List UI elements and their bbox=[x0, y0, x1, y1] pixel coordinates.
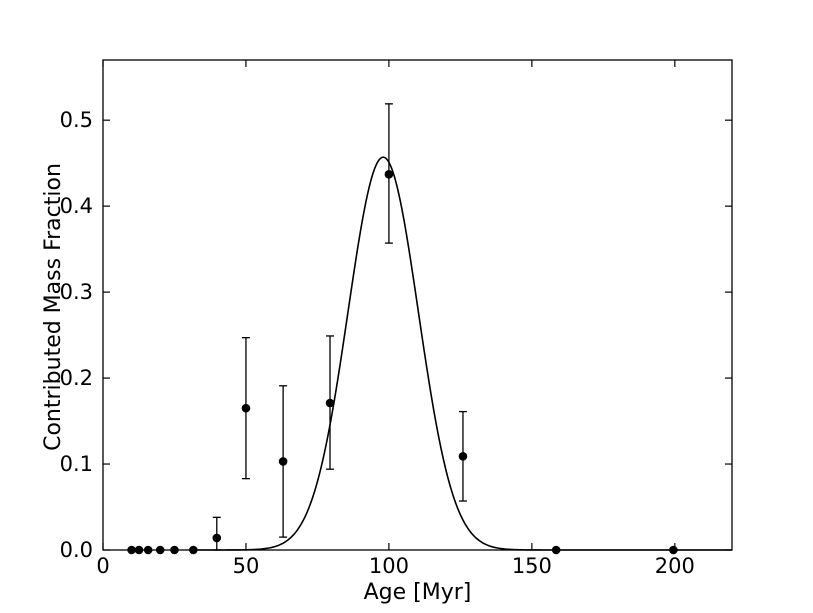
data-point bbox=[325, 398, 335, 408]
y-tick-label: 0.1 bbox=[60, 452, 93, 476]
y-tick-label: 0.3 bbox=[60, 280, 93, 304]
data-point bbox=[458, 451, 468, 461]
data-point bbox=[278, 457, 288, 466]
x-tick-label: 200 bbox=[655, 554, 695, 578]
y-tick-label: 0.4 bbox=[60, 194, 93, 218]
ticks-layer: 0 50 100 150 200 0.0 0.1 0.2 0.3 0.4 0.5 bbox=[60, 60, 732, 578]
plot-frame bbox=[102, 59, 733, 551]
y-axis-label: Contributed Mass Fraction bbox=[41, 163, 66, 451]
x-tick-label: 50 bbox=[233, 554, 260, 578]
y-tick-label: 0.0 bbox=[60, 538, 93, 562]
x-tick-label: 0 bbox=[96, 554, 109, 578]
data-point bbox=[384, 170, 394, 179]
x-axis-label: Age [Myr] bbox=[364, 580, 472, 605]
y-tick-label: 0.2 bbox=[60, 366, 93, 390]
data-point bbox=[241, 403, 251, 413]
x-tick-label: 100 bbox=[369, 554, 409, 578]
data-point bbox=[212, 533, 222, 543]
x-tick-label: 150 bbox=[512, 554, 552, 578]
y-tick-label: 0.5 bbox=[60, 108, 93, 132]
